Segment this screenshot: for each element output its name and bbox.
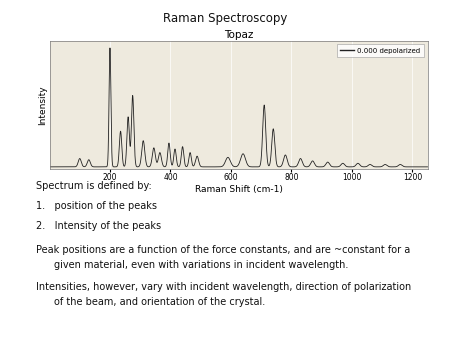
Text: Spectrum is defined by:: Spectrum is defined by:	[36, 181, 152, 191]
Text: Raman Spectroscopy: Raman Spectroscopy	[163, 12, 287, 25]
Text: of the beam, and orientation of the crystal.: of the beam, and orientation of the crys…	[54, 297, 265, 308]
Text: given material, even with variations in incident wavelength.: given material, even with variations in …	[54, 260, 348, 270]
Title: Topaz: Topaz	[224, 30, 253, 40]
Legend: 0.000 depolarized: 0.000 depolarized	[337, 44, 424, 57]
Text: Peak positions are a function of the force constants, and are ~constant for a: Peak positions are a function of the for…	[36, 245, 410, 255]
Y-axis label: Intensity: Intensity	[38, 85, 47, 125]
Text: 1.   position of the peaks: 1. position of the peaks	[36, 201, 157, 211]
Text: Intensities, however, vary with incident wavelength, direction of polarization: Intensities, however, vary with incident…	[36, 282, 411, 292]
X-axis label: Raman Shift (cm-1): Raman Shift (cm-1)	[194, 185, 283, 194]
Text: 2.   Intensity of the peaks: 2. Intensity of the peaks	[36, 221, 161, 232]
